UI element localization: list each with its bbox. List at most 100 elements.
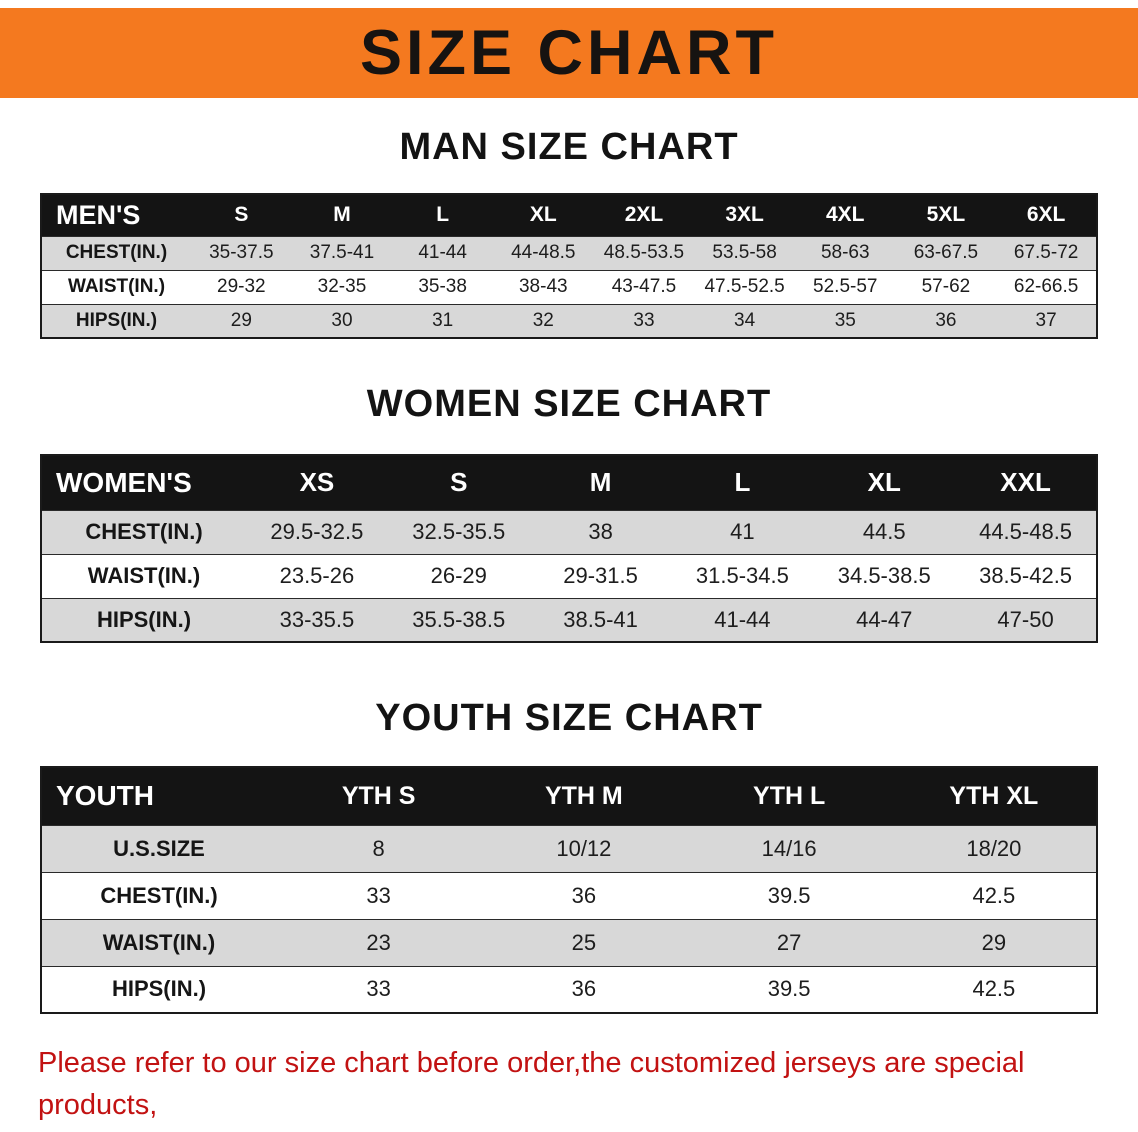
men-column-header: L — [392, 194, 493, 236]
mens-size-table: MEN'S S M L XL 2XL 3XL 4XL 5XL 6XL CHEST(IN.) 35-37… — [40, 193, 1098, 339]
page-title: SIZE CHART — [360, 17, 778, 88]
size-value-cell: 29 — [191, 303, 292, 338]
women-header-row: WOMEN'S XS S M L XL XXL — [41, 455, 1097, 510]
size-value-cell: 39.5 — [686, 965, 892, 1013]
size-value-cell: 58-63 — [794, 235, 896, 270]
size-value-cell: 31.5-34.5 — [671, 553, 814, 598]
size-value-cell: 36 — [481, 871, 687, 919]
size-value-cell: 47.5-52.5 — [694, 269, 795, 304]
youth-table-row: U.S.SIZE 8 10/12 14/16 18/20 — [41, 824, 1097, 872]
size-value-cell: 36 — [481, 965, 687, 1013]
row-label: HIPS(IN.) — [41, 597, 246, 642]
size-value-cell: 25 — [481, 918, 687, 966]
men-column-header: 6XL — [996, 194, 1097, 236]
youth-table-title: YOUTH — [41, 767, 276, 825]
youth-size-table: YOUTH YTH S YTH M YTH L YTH XL U.S.SIZE 8 10/12… — [40, 766, 1098, 1014]
men-column-header: XL — [492, 194, 594, 236]
size-value-cell: 67.5-72 — [996, 235, 1097, 270]
row-label: WAIST(IN.) — [41, 918, 276, 966]
women-column-header: XXL — [955, 455, 1097, 510]
size-value-cell: 33 — [593, 303, 695, 338]
row-label: CHEST(IN.) — [41, 235, 191, 270]
row-label: HIPS(IN.) — [41, 965, 276, 1013]
women-column-header: XS — [246, 455, 388, 510]
women-column-header: L — [671, 455, 814, 510]
men-column-header: 3XL — [694, 194, 795, 236]
size-value-cell: 44.5 — [813, 509, 956, 554]
size-value-cell: 33 — [276, 871, 482, 919]
size-value-cell: 39.5 — [686, 871, 892, 919]
youth-header-row: YOUTH YTH S YTH M YTH L YTH XL — [41, 767, 1097, 825]
women-column-header: XL — [813, 455, 956, 510]
youth-section-heading: YOUTH SIZE CHART — [375, 697, 763, 739]
size-value-cell: 34.5-38.5 — [813, 553, 956, 598]
youth-column-header: YTH M — [481, 767, 687, 825]
womens-size-table: WOMEN'S XS S M L XL XXL CHEST(IN.) 29.5-32.5 32.5… — [40, 454, 1098, 643]
size-value-cell: 41 — [671, 509, 814, 554]
size-value-cell: 35-37.5 — [191, 235, 292, 270]
row-label: CHEST(IN.) — [41, 871, 276, 919]
women-column-header: S — [387, 455, 530, 510]
footer-note-line1: Please refer to our size chart before or… — [38, 1047, 1025, 1122]
size-value-cell: 23.5-26 — [246, 553, 388, 598]
size-value-cell: 32.5-35.5 — [387, 509, 530, 554]
size-value-cell: 29-31.5 — [529, 553, 672, 598]
size-value-cell: 35.5-38.5 — [387, 597, 530, 642]
size-value-cell: 38 — [529, 509, 672, 554]
men-header-row: MEN'S S M L XL 2XL 3XL 4XL 5XL 6XL — [41, 194, 1097, 236]
size-value-cell: 37 — [996, 303, 1097, 338]
size-value-cell: 43-47.5 — [593, 269, 695, 304]
footer-note: Please refer to our size chart before or… — [38, 1042, 1100, 1132]
row-label: U.S.SIZE — [41, 824, 276, 872]
size-value-cell: 35 — [794, 303, 896, 338]
size-value-cell: 29-32 — [191, 269, 292, 304]
size-value-cell: 23 — [276, 918, 482, 966]
youth-column-header: YTH XL — [891, 767, 1097, 825]
women-table-title: WOMEN'S — [41, 455, 246, 510]
size-value-cell: 47-50 — [955, 597, 1097, 642]
men-column-header: S — [191, 194, 292, 236]
men-column-header: 2XL — [593, 194, 695, 236]
size-value-cell: 8 — [276, 824, 482, 872]
size-value-cell: 14/16 — [686, 824, 892, 872]
size-value-cell: 57-62 — [895, 269, 997, 304]
size-value-cell: 48.5-53.5 — [593, 235, 695, 270]
size-value-cell: 62-66.5 — [996, 269, 1097, 304]
size-value-cell: 42.5 — [891, 871, 1097, 919]
size-value-cell: 32-35 — [291, 269, 393, 304]
women-section-heading: WOMEN SIZE CHART — [366, 383, 772, 425]
women-column-header: M — [529, 455, 672, 510]
size-value-cell: 53.5-58 — [694, 235, 795, 270]
men-section-heading: MAN SIZE CHART — [399, 126, 739, 168]
size-value-cell: 31 — [392, 303, 493, 338]
size-value-cell: 34 — [694, 303, 795, 338]
size-value-cell: 33-35.5 — [246, 597, 388, 642]
size-value-cell: 38.5-42.5 — [955, 553, 1097, 598]
size-value-cell: 41-44 — [671, 597, 814, 642]
banner: SIZE CHART — [0, 8, 1138, 98]
row-label: WAIST(IN.) — [41, 269, 191, 304]
size-value-cell: 42.5 — [891, 965, 1097, 1013]
size-value-cell: 37.5-41 — [291, 235, 393, 270]
size-value-cell: 36 — [895, 303, 997, 338]
size-value-cell: 38.5-41 — [529, 597, 672, 642]
youth-table-row: HIPS(IN.) 33 36 39.5 42.5 — [41, 965, 1097, 1013]
size-value-cell: 52.5-57 — [794, 269, 896, 304]
size-value-cell: 44-48.5 — [492, 235, 594, 270]
size-value-cell: 26-29 — [387, 553, 530, 598]
footer-note-line2: we don't accept cancel, change, teturn o… — [38, 1126, 1100, 1132]
women-table-row: CHEST(IN.) 29.5-32.5 32.5-35.5 38 41 44.5 44.5… — [41, 509, 1097, 554]
size-value-cell: 18/20 — [891, 824, 1097, 872]
size-value-cell: 35-38 — [392, 269, 493, 304]
youth-column-header: YTH L — [686, 767, 892, 825]
men-column-header: 5XL — [895, 194, 997, 236]
youth-column-header: YTH S — [276, 767, 482, 825]
size-value-cell: 29 — [891, 918, 1097, 966]
size-value-cell: 27 — [686, 918, 892, 966]
size-value-cell: 38-43 — [492, 269, 594, 304]
youth-table-row: WAIST(IN.) 23 25 27 29 — [41, 918, 1097, 966]
row-label: CHEST(IN.) — [41, 509, 246, 554]
size-value-cell: 41-44 — [392, 235, 493, 270]
men-table-row: HIPS(IN.) 29 30 31 32 33 34 35 36 37 — [41, 303, 1097, 338]
